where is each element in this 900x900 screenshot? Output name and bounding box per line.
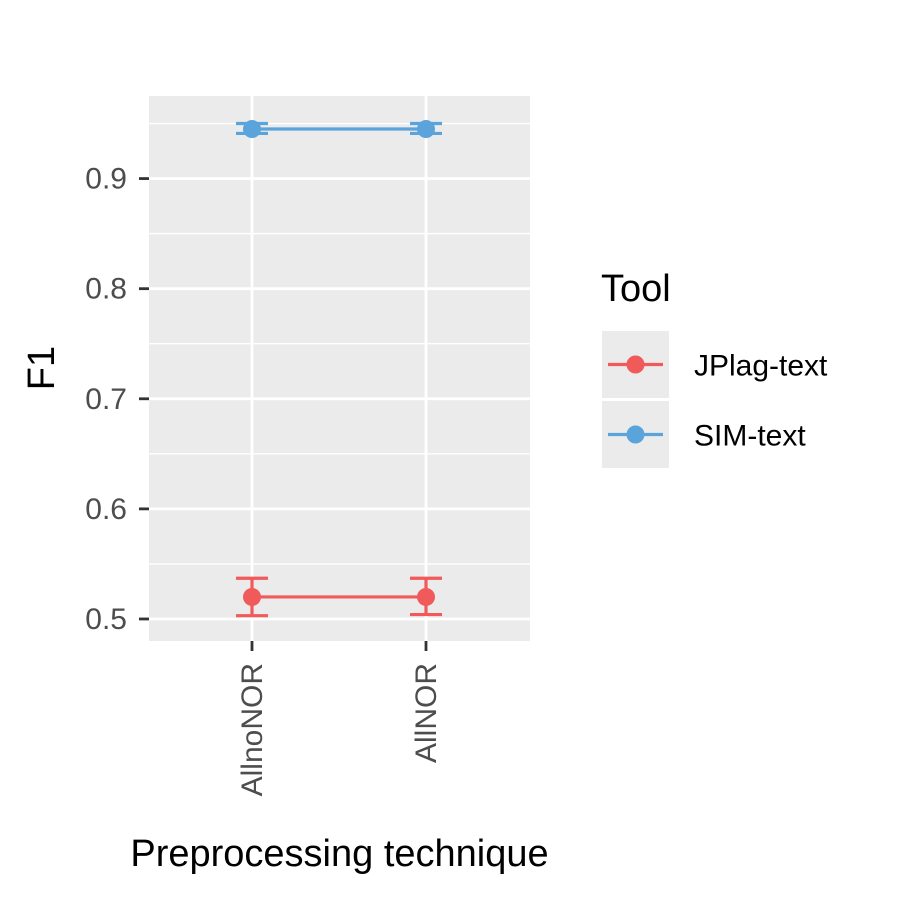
series-jplag-text [236, 576, 442, 618]
x-tick-label: AllNOR [410, 663, 443, 763]
legend-label: JPlag-text [694, 350, 828, 383]
major-gridlines [149, 96, 530, 641]
legend-title: Tool [601, 268, 671, 310]
data-point [243, 120, 261, 139]
legend: Tool JPlag-text SIM-text [601, 268, 828, 468]
legend-key-point [626, 355, 645, 374]
series-layer [236, 120, 442, 618]
legend-item-jplag-text: JPlag-text [602, 331, 828, 398]
x-tick-label: AllnoNOR [236, 663, 269, 796]
minor-gridlines [149, 122, 530, 565]
series-sim-text [236, 120, 442, 139]
legend-item-sim-text: SIM-text [602, 401, 806, 468]
data-point [417, 587, 435, 606]
x-axis: AllnoNOR AllNOR [236, 641, 443, 796]
y-tick-label: 0.5 [85, 603, 127, 636]
legend-items: JPlag-text SIM-text [602, 331, 828, 468]
data-point [243, 587, 261, 606]
panel-background [149, 96, 530, 641]
y-axis: 0.5 0.6 0.7 0.8 0.9 [85, 163, 149, 636]
y-tick-label: 0.9 [85, 163, 127, 196]
data-point [417, 120, 435, 139]
y-axis-title: F1 [21, 346, 63, 390]
legend-label: SIM-text [694, 420, 806, 453]
y-tick-label: 0.7 [85, 383, 127, 416]
legend-key-point [626, 425, 645, 444]
y-tick-label: 0.6 [85, 493, 127, 526]
y-tick-label: 0.8 [85, 273, 127, 306]
x-axis-title: Preprocessing technique [130, 833, 548, 875]
